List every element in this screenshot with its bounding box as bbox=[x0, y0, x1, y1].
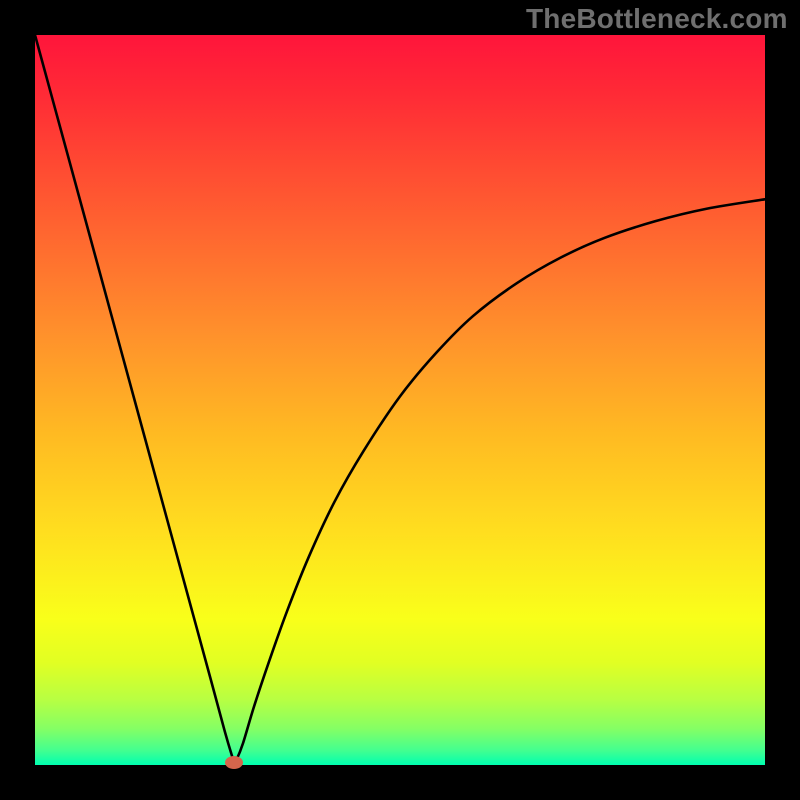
chart-container: TheBottleneck.com bbox=[0, 0, 800, 800]
bottleneck-curve bbox=[35, 35, 765, 762]
curve-layer bbox=[0, 0, 800, 800]
